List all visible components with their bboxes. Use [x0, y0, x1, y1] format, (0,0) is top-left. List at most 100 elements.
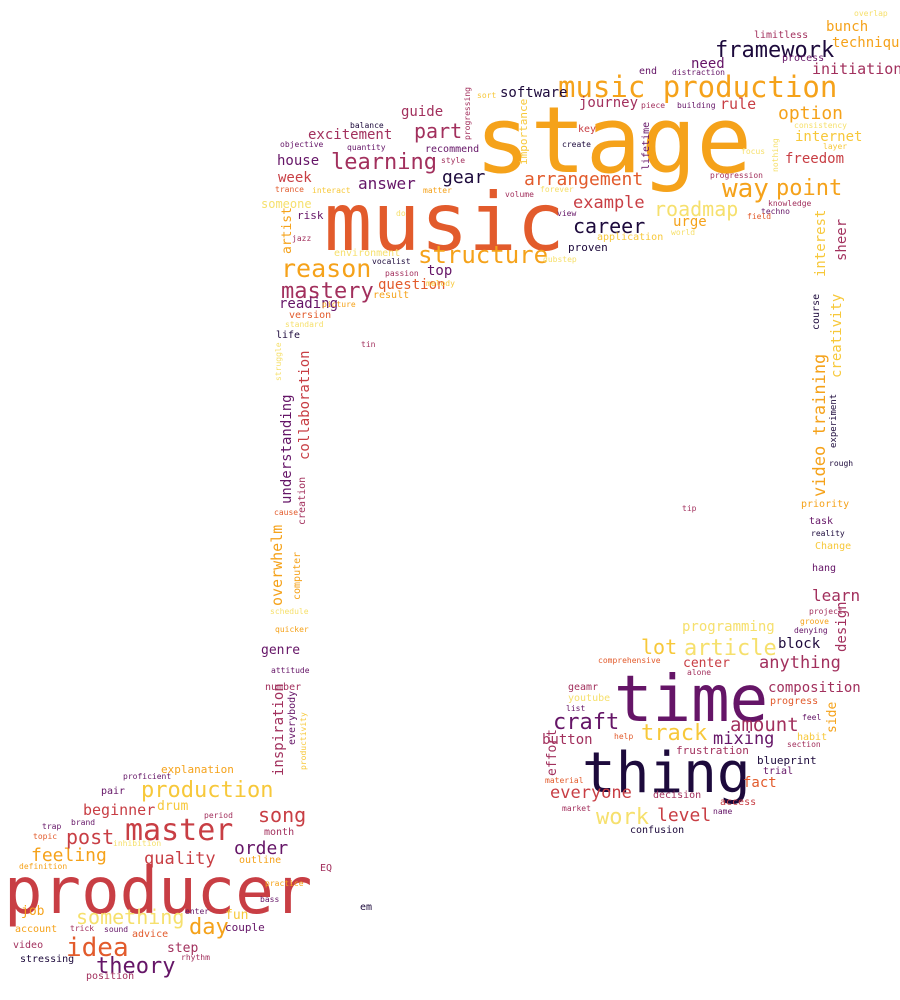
word-course: course — [811, 293, 822, 330]
word-hang: hang — [812, 563, 837, 574]
word-computer: computer — [292, 551, 303, 600]
word-month: month — [264, 827, 295, 838]
word-environment: environment — [334, 248, 401, 259]
word-initiation: need — [691, 56, 725, 72]
word-techno: techno — [761, 207, 790, 216]
word-passion: passion — [385, 269, 419, 278]
word-step: fact — [743, 775, 777, 791]
word-proven: proven — [568, 241, 608, 254]
word-schedule: schedule — [270, 607, 309, 616]
word-world: world — [671, 228, 696, 237]
word-comprehensive: comprehensive — [598, 656, 661, 665]
word-alone: alone — [687, 668, 712, 677]
word-result: result — [373, 290, 410, 301]
word-change: Change — [815, 541, 852, 552]
word-experiment: experiment — [829, 393, 839, 448]
word-video-training: video training — [810, 353, 830, 497]
word-access: access — [720, 797, 757, 808]
word-sheer: sheer — [834, 218, 850, 261]
word-technique: week — [278, 170, 312, 186]
word-work: work — [596, 805, 649, 830]
word-freedom: guide — [401, 104, 444, 120]
word-confusion: confusion — [630, 825, 685, 836]
word-everybody: everybody — [287, 690, 298, 745]
word-help: help — [614, 732, 634, 741]
word-article: article — [684, 636, 777, 661]
word-sort: sort — [477, 91, 497, 100]
word-objective: objective — [280, 140, 324, 149]
word-amount: amount — [730, 714, 799, 736]
word-version: version — [289, 310, 332, 321]
word-bunch: urge — [673, 214, 707, 230]
word-thing: thing — [582, 741, 751, 806]
word-list: list — [566, 704, 586, 713]
word-lot: lot — [641, 635, 678, 659]
word-stressing: stressing — [20, 954, 75, 965]
word-eq: EQ — [320, 863, 333, 874]
word-week: reading — [279, 296, 339, 312]
word-reality: reality — [811, 529, 845, 538]
word-quantity: quantity — [347, 143, 386, 152]
word-button: genre — [261, 643, 301, 658]
word-genre: job — [21, 904, 45, 919]
word-importance: importance — [517, 98, 530, 165]
word-overlap: overlap — [854, 9, 888, 18]
word-melody: melody — [426, 279, 455, 288]
word-name: name — [713, 807, 733, 816]
word-trance: trance — [275, 185, 304, 194]
word-cause: cause — [274, 508, 299, 517]
word-reading: button — [542, 732, 593, 748]
word-forever: forever — [540, 185, 574, 194]
word-collaboration: collaboration — [297, 350, 313, 460]
word-groove: groove — [800, 617, 829, 626]
word-outline: outline — [239, 855, 282, 866]
word-material: material — [545, 776, 584, 785]
word-task: task — [809, 516, 834, 527]
word-creation: creation — [297, 476, 308, 525]
word-advice: advice — [132, 929, 169, 940]
word-point: point — [776, 176, 843, 201]
word-progress: progress — [770, 696, 819, 707]
word-definition: definition — [19, 862, 68, 871]
word-guide: software — [500, 85, 568, 101]
word-track: track — [641, 721, 708, 746]
word-composition: programming — [682, 619, 775, 635]
word-life: life — [276, 330, 301, 341]
word-house: question — [378, 277, 446, 293]
word-em: em — [360, 902, 373, 913]
word-beginner: beginner — [83, 801, 156, 819]
word-lifetime: lifetime — [641, 121, 652, 170]
word-day: day — [189, 915, 229, 940]
word-inhibition: inhibition — [113, 839, 162, 848]
word-understanding: understanding — [279, 394, 295, 504]
word-excitement: excitement — [308, 127, 393, 143]
word-center: step — [167, 941, 199, 956]
word-focus: focus — [741, 147, 766, 156]
word-part: part — [414, 119, 463, 143]
word-journey: bunch — [826, 19, 869, 35]
word-craft: craft — [553, 710, 620, 735]
word-position: position — [86, 971, 135, 982]
word-interact: interact — [312, 186, 351, 195]
word-block: fun — [225, 908, 249, 923]
word-effort: rule — [720, 95, 757, 113]
word-example: example — [573, 193, 645, 213]
word-music: music — [324, 176, 565, 269]
word-career: career — [573, 214, 646, 238]
word-priority: priority — [801, 499, 850, 510]
word-roadmap: roadmap — [654, 197, 739, 221]
word-programming: drum — [157, 799, 189, 814]
word-tin: tin — [361, 340, 376, 349]
word-frustration: frustration — [676, 744, 749, 757]
word-idea: idea — [66, 933, 129, 963]
word-feel: feel — [802, 713, 822, 722]
word-attitude: attitude — [271, 666, 310, 675]
word-period: period — [204, 811, 233, 820]
word-structure: structure — [418, 241, 549, 269]
word-side: initiation — [812, 60, 900, 78]
word-youtube: youtube — [568, 693, 611, 704]
word-brand: brand — [71, 818, 96, 827]
word-matter: matter — [423, 186, 452, 195]
word-progression: progression — [710, 171, 763, 180]
word-account: account — [15, 924, 58, 935]
